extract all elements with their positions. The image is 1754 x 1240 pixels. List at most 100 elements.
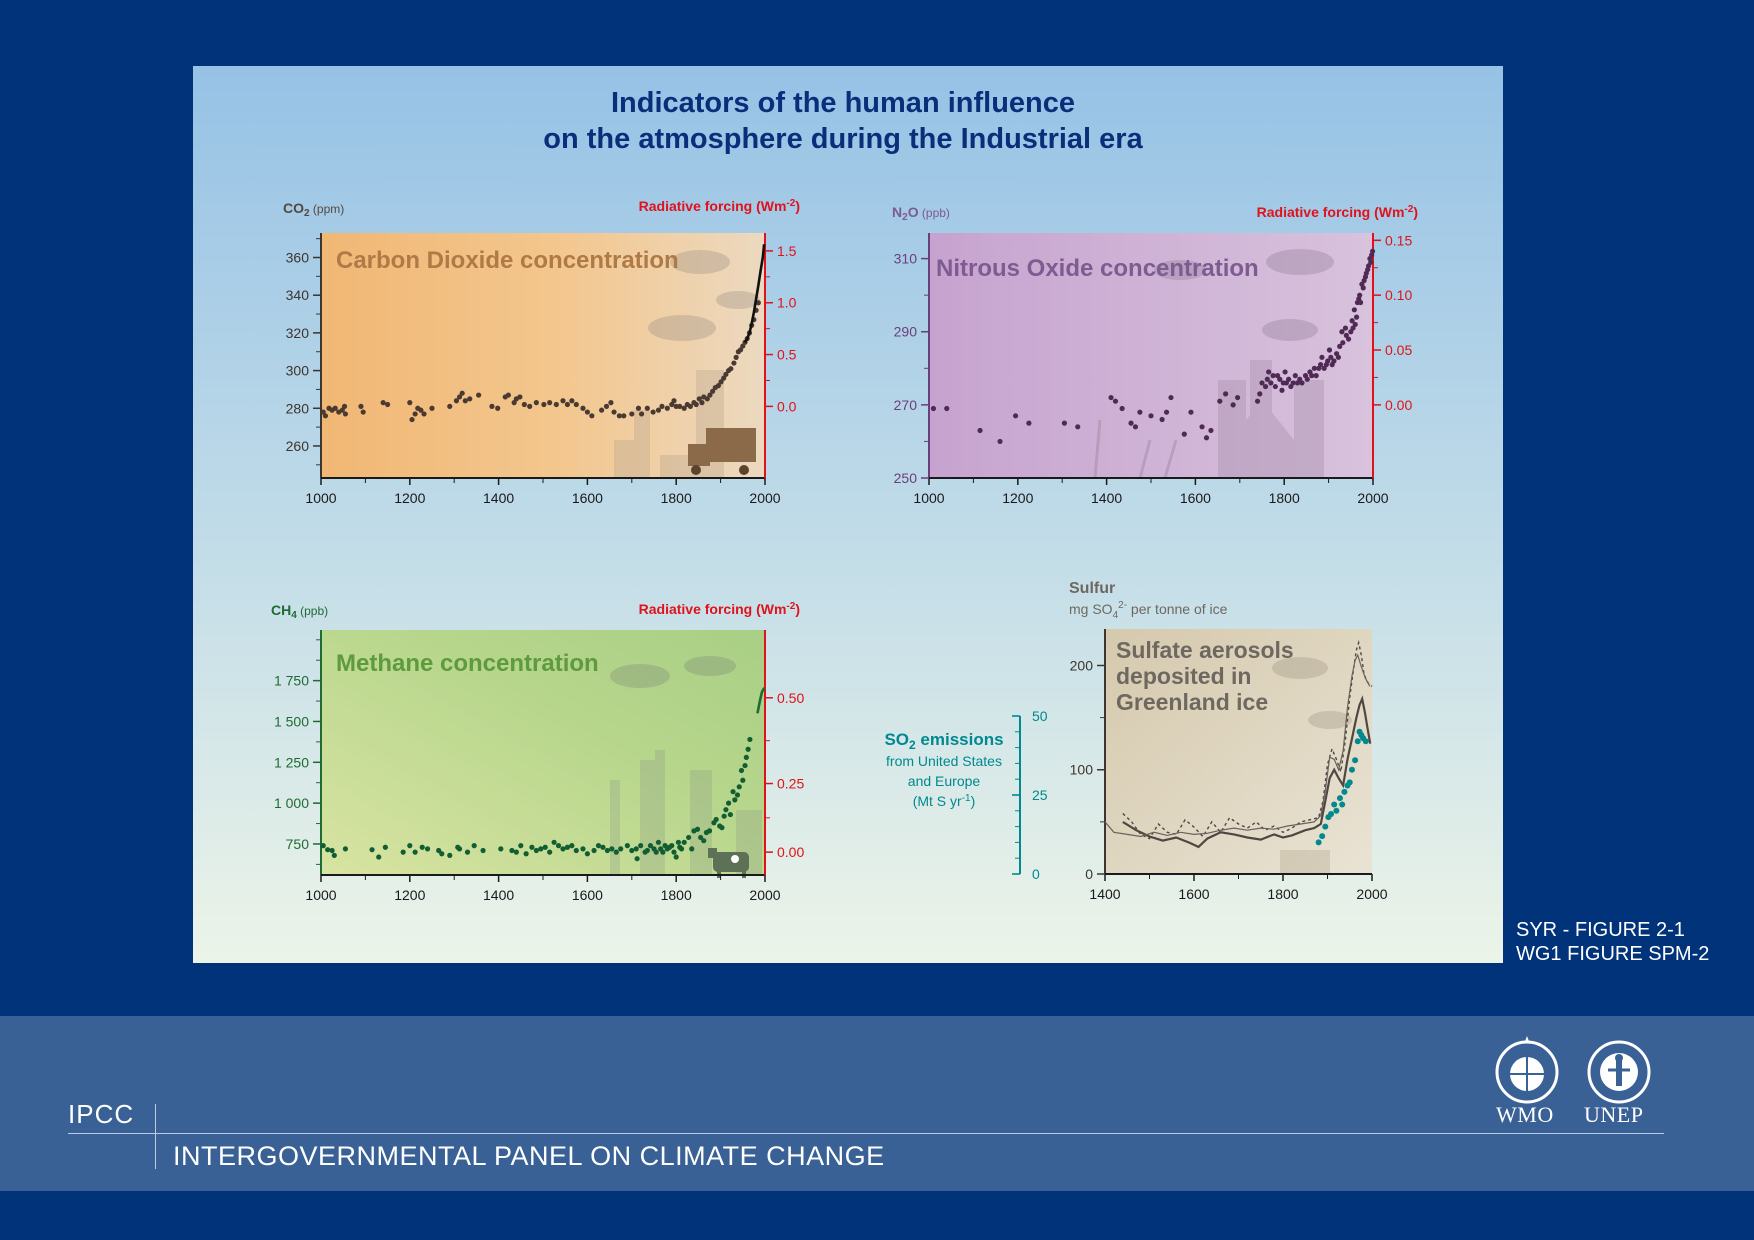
n2o-data-point <box>1352 321 1358 328</box>
n2o-data-point <box>1311 365 1317 371</box>
co2-forcing-tick-label: 1.5 <box>777 243 797 259</box>
n2o-data-point <box>1279 387 1285 393</box>
co2-data-point <box>669 401 675 408</box>
ch4-data-point <box>439 851 445 857</box>
org-acronym: IPCC <box>68 1099 135 1129</box>
n2o-data-point <box>1357 299 1364 306</box>
co2-data-point <box>655 407 662 413</box>
co2-data-point <box>737 347 744 353</box>
ch4-x-tick-label: 2000 <box>749 887 780 903</box>
caption-line-2: WG1 FIGURE SPM-2 <box>1516 943 1710 965</box>
ch4-trend-line <box>756 686 766 714</box>
co2-data-point <box>462 398 468 404</box>
ch4-forcing-tick-label: 0.00 <box>777 844 804 860</box>
ch4-data-point <box>342 846 349 852</box>
n2o-x-tick-label: 1000 <box>913 490 944 506</box>
ch4-data-point <box>742 762 748 769</box>
n2o-plot-background <box>929 233 1373 478</box>
ch4-data-point <box>734 792 741 798</box>
footer-divider-vertical <box>155 1104 156 1169</box>
co2-data-point <box>380 400 386 406</box>
co2-data-point <box>358 403 364 409</box>
n2o-data-point <box>1254 398 1261 404</box>
co2-data-point <box>407 400 413 406</box>
sulfate-panel: Sulfate aerosols deposited in Greenland … <box>884 580 1387 902</box>
co2-data-point <box>560 398 566 404</box>
co2-data-point <box>447 403 453 409</box>
co2-data-point <box>385 401 391 408</box>
co2-data-point <box>699 400 705 406</box>
n2o-data-point <box>1345 336 1352 342</box>
sulfur-y-tick-label: 0 <box>1085 866 1093 882</box>
n2o-data-point <box>1061 420 1068 426</box>
n2o-data-point <box>1351 307 1357 313</box>
unep-logo-text: UNEP <box>1584 1102 1644 1127</box>
sulfate-title-line-1: Sulfate aerosols <box>1116 637 1294 663</box>
n2o-data-point <box>1159 416 1165 423</box>
ch4-data-point <box>745 746 751 752</box>
co2-x-tick-label: 2000 <box>749 490 780 506</box>
ch4-data-marks <box>320 686 766 862</box>
sulfate-series-line-thin <box>1104 653 1371 838</box>
ch4-data-point <box>513 849 519 855</box>
ch4-data-point <box>518 843 524 849</box>
ch4-data-point <box>400 849 406 855</box>
ch4-data-point <box>613 849 619 855</box>
co2-x-tick-label: 1800 <box>661 490 692 506</box>
ch4-chart-title: Methane concentration <box>336 650 599 677</box>
ch4-y-tick-label: 1 750 <box>274 673 309 689</box>
sulfur-unit-label: mg SO42- per tonne of ice <box>1069 600 1228 621</box>
n2o-data-point <box>1181 431 1187 437</box>
n2o-x-tick-label: 1400 <box>1091 490 1122 506</box>
n2o-data-point <box>1304 376 1310 382</box>
n2o-chart-title: Nitrous Oxide concentration <box>936 255 1259 282</box>
sulfur-y-tick-label: 200 <box>1070 657 1094 673</box>
ch4-data-point <box>730 789 736 795</box>
co2-y-tick-label: 360 <box>286 250 310 266</box>
n2o-data-point <box>930 405 937 412</box>
n2o-data-point <box>1319 354 1325 360</box>
sulfate-axes: 1400 1600 1800 2000 0 100 200 <box>1070 629 1388 902</box>
n2o-y-tick-label: 310 <box>894 251 918 267</box>
co2-y-tick-label: 300 <box>286 363 310 379</box>
ch4-data-point <box>325 847 331 853</box>
ch4-data-point <box>655 839 662 845</box>
n2o-data-point <box>977 427 983 434</box>
n2o-y-tick-label: 250 <box>894 470 918 486</box>
n2o-x-tick-label: 1600 <box>1180 490 1211 506</box>
ch4-forcing-tick-label: 0.50 <box>777 690 804 706</box>
ch4-data-point <box>456 846 463 852</box>
ch4-data-point <box>412 849 418 855</box>
so2-tick-label: 25 <box>1032 787 1048 803</box>
ch4-data-point <box>638 843 644 849</box>
n2o-forcing-axis-label: Radiative forcing (Wm-2) <box>1257 204 1418 220</box>
caption-line-1: SYR - FIGURE 2-1 <box>1516 919 1685 941</box>
co2-data-point <box>320 409 326 415</box>
ch4-x-tick-label: 1600 <box>572 887 603 903</box>
co2-data-point <box>723 371 729 377</box>
ch4-data-point <box>618 846 624 852</box>
co2-data-point <box>733 354 739 360</box>
ch4-plot-background <box>321 630 765 875</box>
n2o-data-point <box>1357 292 1363 298</box>
co2-data-point <box>704 396 710 402</box>
ch4-data-point <box>723 807 729 813</box>
ch4-data-point <box>644 847 650 854</box>
n2o-data-point <box>1012 413 1019 419</box>
ch4-data-point <box>480 847 486 854</box>
sulfur-x-tick-label: 1600 <box>1178 886 1209 902</box>
co2-forcing-tick-label: 0.5 <box>777 347 797 363</box>
co2-plot-background <box>321 233 765 478</box>
co2-data-point <box>671 398 677 404</box>
co2-data-point <box>621 413 627 419</box>
n2o-data-point <box>1318 362 1324 368</box>
ch4-data-point <box>547 849 553 855</box>
co2-y-tick-label: 280 <box>286 400 310 416</box>
co2-forcing-tick-label: 0.0 <box>777 398 797 414</box>
ch4-data-point <box>551 839 557 845</box>
ch4-data-point <box>669 843 675 849</box>
so2-data-point <box>1322 823 1329 830</box>
ch4-data-point <box>725 800 732 806</box>
ch4-data-point <box>595 843 602 849</box>
ch4-data-point <box>738 767 745 774</box>
